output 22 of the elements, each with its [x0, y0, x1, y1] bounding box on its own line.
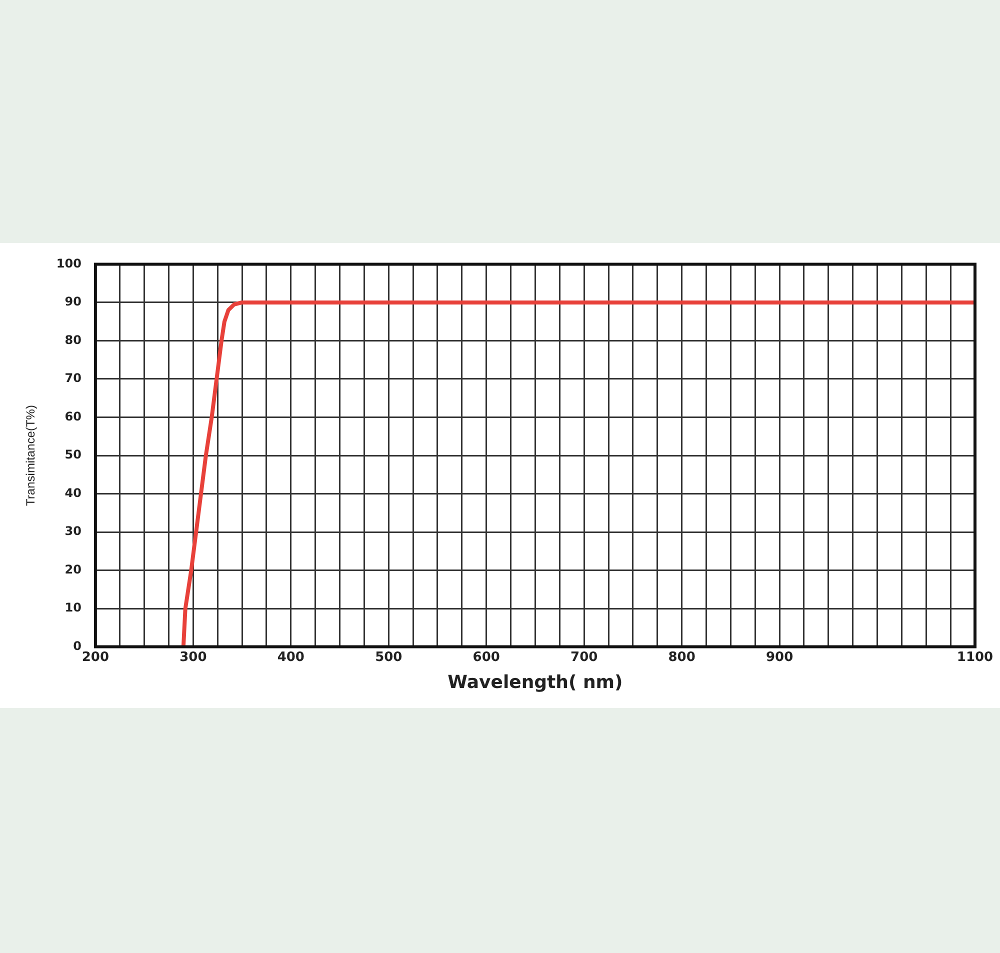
x-tick-label: 500: [375, 650, 402, 665]
x-tick-label: 300: [180, 650, 207, 665]
y-tick-label: 40: [64, 486, 82, 500]
y-tick-label: 0: [73, 638, 82, 653]
y-tick-label: 100: [56, 256, 82, 270]
y-tick-label: 90: [64, 294, 82, 309]
y-axis-title: Transimitance(T%): [24, 405, 38, 506]
x-tick-label: 200: [82, 650, 110, 665]
y-tick-label: 20: [64, 562, 82, 576]
x-tick-label: 800: [668, 650, 696, 665]
x-tick-label: 1100: [956, 650, 994, 665]
y-tick-label: 30: [64, 524, 82, 538]
x-tick-label: 900: [766, 650, 794, 665]
y-tick-label: 80: [64, 332, 82, 347]
x-tick-label: 400: [277, 650, 304, 665]
x-tick-label: 600: [472, 650, 500, 665]
y-tick-label: 10: [64, 600, 82, 615]
y-tick-label: 50: [64, 448, 82, 462]
x-axis-title: Wavelength( nm): [448, 672, 623, 693]
y-tick-label: 70: [64, 371, 82, 386]
x-tick-label: 700: [570, 650, 598, 665]
y-tick-label: 60: [64, 409, 82, 424]
